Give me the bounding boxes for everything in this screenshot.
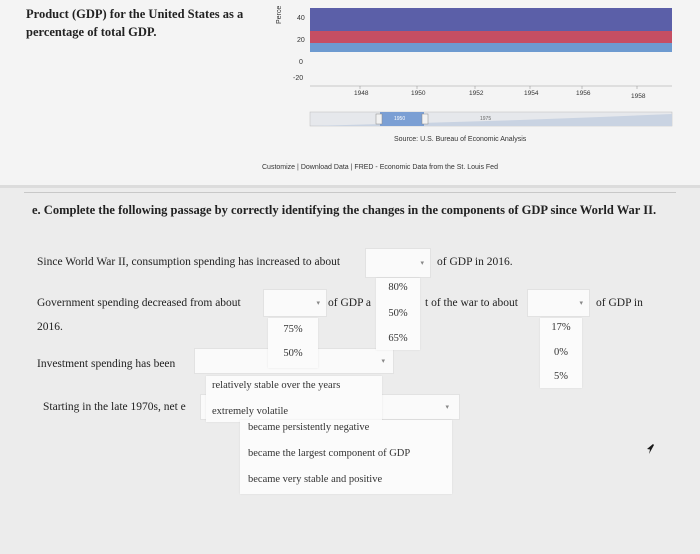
option-relatively-stable[interactable]: relatively stable over the years <box>212 380 341 391</box>
investment-sentence-start: Investment spending has been <box>37 358 176 370</box>
y-tick-minus-20: -20 <box>293 75 304 82</box>
divider <box>24 192 676 193</box>
chart-svg <box>270 0 700 185</box>
government-sentence-year: 2016. <box>37 321 63 333</box>
investment-options-menu: relatively stable over the years extreme… <box>206 376 382 422</box>
navigator-series <box>310 114 672 126</box>
y-tick-0: 0 <box>299 59 303 66</box>
option-17[interactable]: 17% <box>551 322 571 333</box>
option-extremely-volatile[interactable]: extremely volatile <box>212 406 289 417</box>
option-very-stable-positive[interactable]: became very stable and positive <box>248 474 383 485</box>
navigator-handle-right[interactable] <box>421 113 429 125</box>
y-tick-40: 40 <box>297 15 305 22</box>
government-start-dropdown[interactable]: ▾ <box>263 289 327 317</box>
band-mid <box>310 31 672 43</box>
consumption-sentence-start: Since World War II, consumption spending… <box>37 256 341 268</box>
chart-source: Source: U.S. Bureau of Economic Analysis <box>394 136 527 143</box>
chart-footer: Customize | Download Data | FRED - Econo… <box>262 164 498 171</box>
band-bottom <box>310 43 672 52</box>
navigator-label-1975: 1975 <box>480 116 492 122</box>
option-50[interactable]: 50% <box>388 308 408 319</box>
option-65[interactable]: 65% <box>388 333 408 344</box>
x-tick-marks <box>359 86 638 89</box>
x-tick-1954: 1954 <box>524 90 539 97</box>
government-sentence-mid2: t of the war to about <box>425 297 518 309</box>
chevron-down-icon: ▾ <box>381 357 385 365</box>
option-5[interactable]: 5% <box>554 371 568 382</box>
option-persistently-negative[interactable]: became persistently negative <box>248 422 370 433</box>
government-start-options-menu: 75% 50% <box>268 318 318 368</box>
footer-separator: | <box>297 164 299 171</box>
chevron-down-icon: ▾ <box>579 299 583 307</box>
option-50[interactable]: 50% <box>283 348 303 359</box>
option-largest-component[interactable]: became the largest component of GDP <box>248 448 411 459</box>
navigator-label-1950: 1950 <box>394 116 406 122</box>
band-top <box>310 8 672 31</box>
government-end-dropdown[interactable]: ▾ <box>527 289 590 317</box>
x-tick-1958: 1958 <box>631 93 646 100</box>
chevron-down-icon: ▾ <box>445 403 449 411</box>
navigator-window[interactable] <box>380 112 424 126</box>
intro-text: Product (GDP) for the United States as a… <box>26 7 244 39</box>
question-heading: e. Complete the following passage by cor… <box>32 203 657 217</box>
footer-separator: | <box>350 164 353 171</box>
download-data-link[interactable]: Download Data <box>300 164 349 171</box>
government-sentence-mid: of GDP a <box>328 297 372 309</box>
government-end-options-menu: 17% 0% 5% <box>540 318 582 388</box>
customize-link[interactable]: Customize <box>262 164 296 171</box>
net-exports-sentence-start: Starting in the late 1970s, net e <box>43 401 186 413</box>
cursor-icon <box>647 444 654 454</box>
consumption-dropdown[interactable]: ▾ <box>365 248 431 278</box>
option-0[interactable]: 0% <box>554 347 568 358</box>
navigator-handle-left[interactable] <box>375 113 383 125</box>
y-tick-20: 20 <box>297 37 305 44</box>
government-sentence-start: Government spending decreased from about <box>37 297 241 309</box>
y-axis-label: Perce <box>276 5 283 24</box>
chevron-down-icon: ▾ <box>420 259 424 267</box>
gdp-chart: Perce 40 20 0 -20 1948 1950 1952 1954 19… <box>262 0 700 185</box>
consumption-options-menu: 80% 50% 65% <box>376 278 420 350</box>
government-sentence-end: of GDP in <box>596 297 643 309</box>
x-tick-1952: 1952 <box>469 90 484 97</box>
fred-link[interactable]: FRED - Economic Data from the St. Louis … <box>354 164 498 171</box>
consumption-sentence-end: of GDP in 2016. <box>437 256 513 268</box>
net-exports-options-menu: became persistently negative became the … <box>240 420 452 494</box>
chevron-down-icon: ▾ <box>316 299 320 307</box>
x-tick-1950: 1950 <box>411 90 426 97</box>
option-75[interactable]: 75% <box>283 324 303 335</box>
x-tick-1956: 1956 <box>576 90 591 97</box>
x-tick-1948: 1948 <box>354 90 369 97</box>
option-80[interactable]: 80% <box>388 282 408 293</box>
